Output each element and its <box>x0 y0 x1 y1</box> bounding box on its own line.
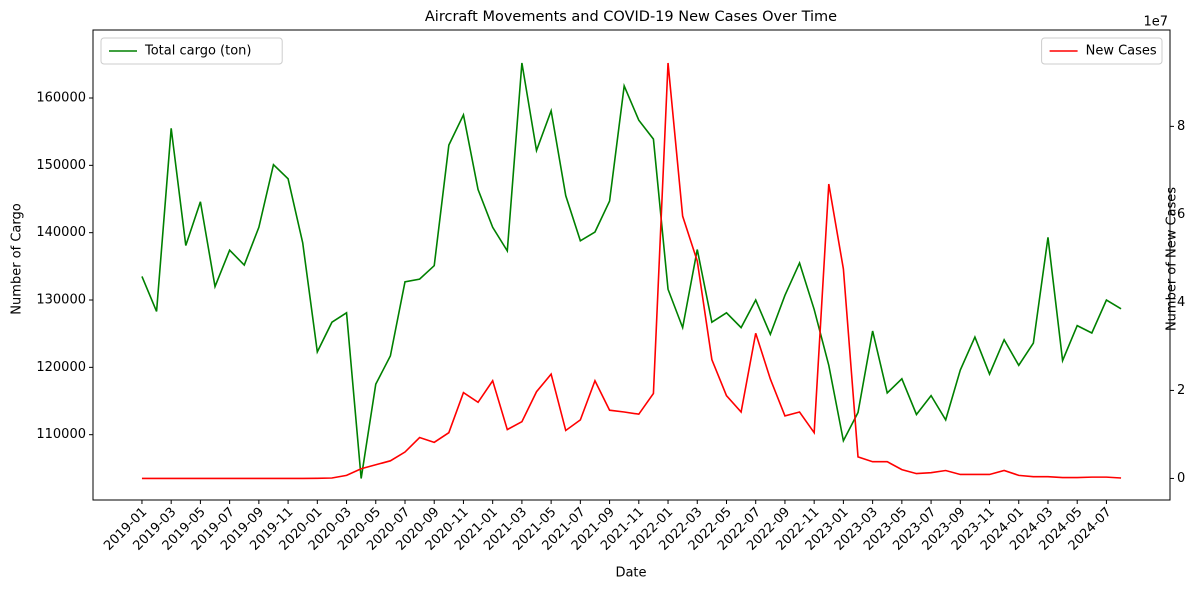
y2-tick-label: 0 <box>1177 471 1185 486</box>
series-line <box>141 62 1122 479</box>
y-tick-label: 110000 <box>36 427 86 442</box>
legend-box <box>100 37 283 65</box>
chart-title: Aircraft Movements and COVID-19 New Case… <box>425 9 837 25</box>
legend-label: New Cases <box>1086 44 1157 59</box>
y2-tick-label: 4 <box>1177 295 1185 310</box>
y-axis-label: Number of Cargo <box>10 203 25 314</box>
y2-tick-label: 8 <box>1177 119 1185 134</box>
legend-box <box>1041 37 1163 65</box>
y-tick-label: 150000 <box>36 158 86 173</box>
y2-offset-label: 1e7 <box>1143 15 1168 30</box>
y2-tick-label: 2 <box>1177 383 1185 398</box>
series-line <box>141 62 1122 480</box>
y-tick-label: 120000 <box>36 360 86 375</box>
legend-label: Total cargo (ton) <box>144 44 252 59</box>
y-tick-label: 160000 <box>36 91 86 106</box>
y2-tick-label: 6 <box>1177 207 1185 222</box>
plot-frame <box>92 29 1171 501</box>
x-axis-label: Date <box>615 566 646 581</box>
y-tick-label: 130000 <box>36 293 86 308</box>
y-tick-label: 140000 <box>36 225 86 240</box>
y2-axis-label: Number of New Cases <box>1165 187 1180 331</box>
